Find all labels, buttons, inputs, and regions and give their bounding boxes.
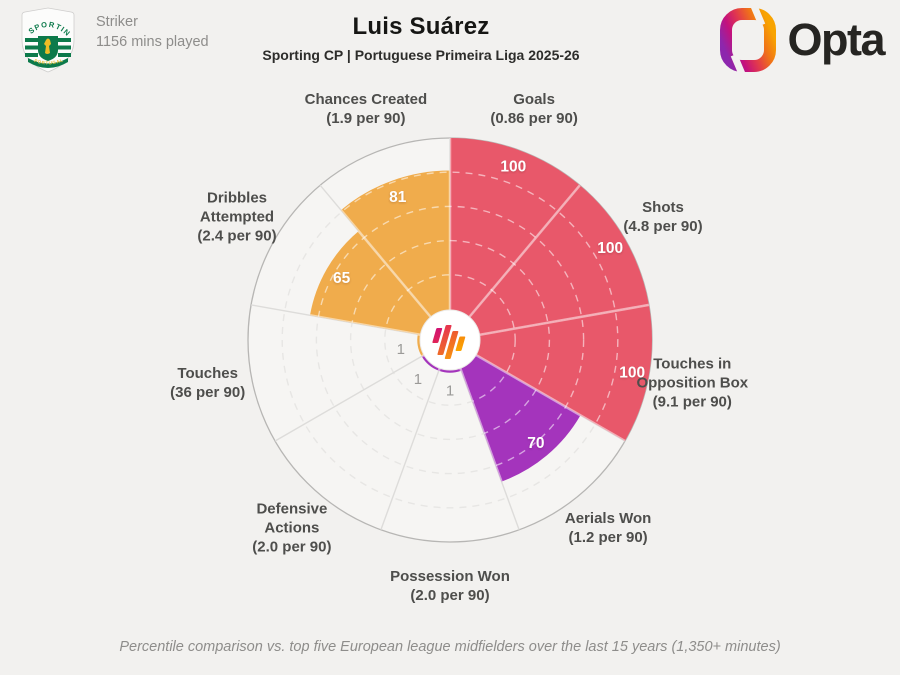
value-label-touches: 1 [397,341,405,358]
category-label-touches-in-opposition-box: Touches in Opposition Box (9.1 per 90) [636,355,749,411]
value-label-possession-won: 1 [446,383,454,400]
wedge-touches-in-opposition-box [450,304,652,441]
category-label-dribbles-attempted: Dribbles Attempted (2.4 per 90) [197,189,277,245]
page-subtitle: Sporting CP | Portuguese Primeira Liga 2… [262,47,580,63]
footer-note: Percentile comparison vs. top five Europ… [119,639,781,655]
category-label-possession-won: Possession Won (2.0 per 90) [390,568,510,604]
wedge-goals [450,138,580,340]
badge-banner [28,58,68,68]
category-label-shots: Shots (4.8 per 90) [623,199,703,235]
badge-banner-text: PORTUGAL [34,57,64,65]
category-label-aerials-won: Aerials Won (1.2 per 90) [564,510,652,547]
opta-brand: Opta [719,8,885,72]
opta-logo-icon [720,8,777,72]
value-label-goals: 100 [500,159,526,176]
player-meta: Striker 1156 mins played [96,12,209,52]
category-label-chances-created: Chances Created (1.9 per 90) [304,90,428,127]
player-position: Striker [96,14,138,30]
page-title: Luis Suárez [352,13,490,40]
sporting-cp-badge-icon: SPORTING PORTUGAL [16,6,75,73]
wedge-shots [450,185,649,340]
category-label-defensive-actions: Defensive Actions (2.0 per 90) [252,500,332,556]
value-label-touches-in-opposition-box: 100 [619,365,645,382]
wedge-aerials-won [450,340,581,482]
badge-lion-icon [44,38,51,54]
badge-stripes [25,38,71,57]
category-label-touches: Touches (36 per 90) [170,364,246,401]
value-label-defensive-actions: 1 [414,371,422,388]
player-minutes: 1156 mins played [96,34,209,50]
value-label-shots: 100 [597,240,623,257]
value-label-chances-created: 81 [389,189,407,206]
value-label-dribbles-attempted: 65 [333,270,351,287]
opta-wordmark: Opta [787,14,885,65]
opta-center-logo-icon [432,325,466,359]
value-label-aerials-won: 70 [527,435,544,452]
category-label-goals: Goals (0.86 per 90) [490,90,578,127]
wedge-chances-created [341,170,450,340]
